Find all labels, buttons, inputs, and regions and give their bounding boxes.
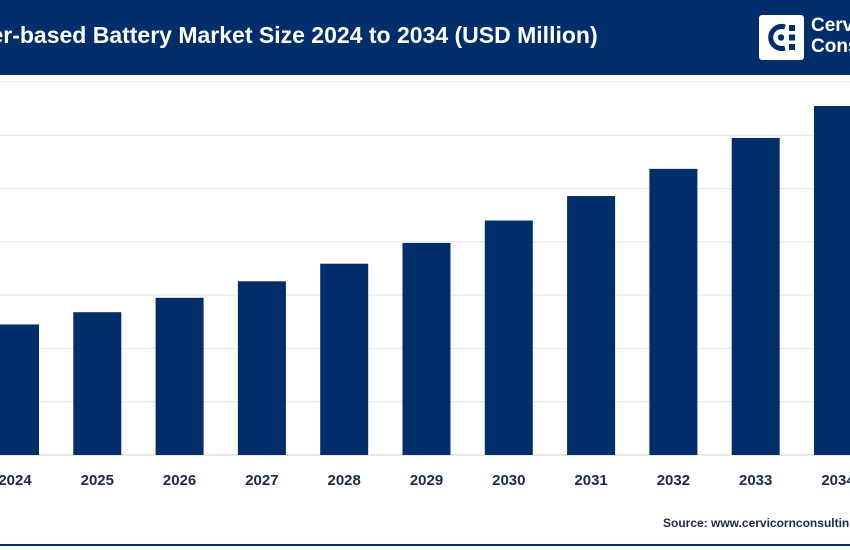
x-tick-label-2026: 2026 [163,472,196,489]
brand-line-1: Cervi [811,15,850,36]
x-tick-label-2031: 2031 [574,472,607,489]
cervicorn-logo-icon [759,15,804,60]
header-banner: ater-based Battery Market Size 2024 to 2… [0,0,850,75]
bar-chart: 2024 2025 2026 2027 2028 2029 2030 2031 2032 2033… [0,81,850,489]
bar-2027 [237,281,286,455]
bar-2031 [567,196,616,455]
brand-line-2: Consu [811,36,850,57]
bottom-divider [0,544,850,546]
bar-2032 [649,168,698,455]
x-tick-label-2033: 2033 [739,472,772,489]
bar-2030 [484,220,533,455]
bar-2029 [402,242,451,455]
x-tick-label-2025: 2025 [81,472,114,489]
chart-title: ater-based Battery Market Size 2024 to 2… [0,22,598,48]
bar-2033 [731,137,780,455]
x-tick-label-2034: 2034 [821,472,850,489]
x-tick-label-2032: 2032 [657,472,690,489]
x-tick-label-2027: 2027 [245,472,278,489]
x-tick-label-2029: 2029 [410,472,443,489]
bar-2026 [155,297,204,455]
source-note: Source: www.cervicornconsultin [663,516,850,530]
logo-mark-icon [768,24,795,51]
brand-name: Cervi Consu [811,15,850,57]
x-tick-label-2028: 2028 [328,472,361,489]
bar-2034 [814,105,850,455]
x-tick-label-2024: 2024 [0,472,32,489]
x-tick-label-2030: 2030 [492,472,525,489]
bar-2028 [320,263,369,455]
bar-2025 [73,312,122,455]
bar-2024 [0,324,39,455]
